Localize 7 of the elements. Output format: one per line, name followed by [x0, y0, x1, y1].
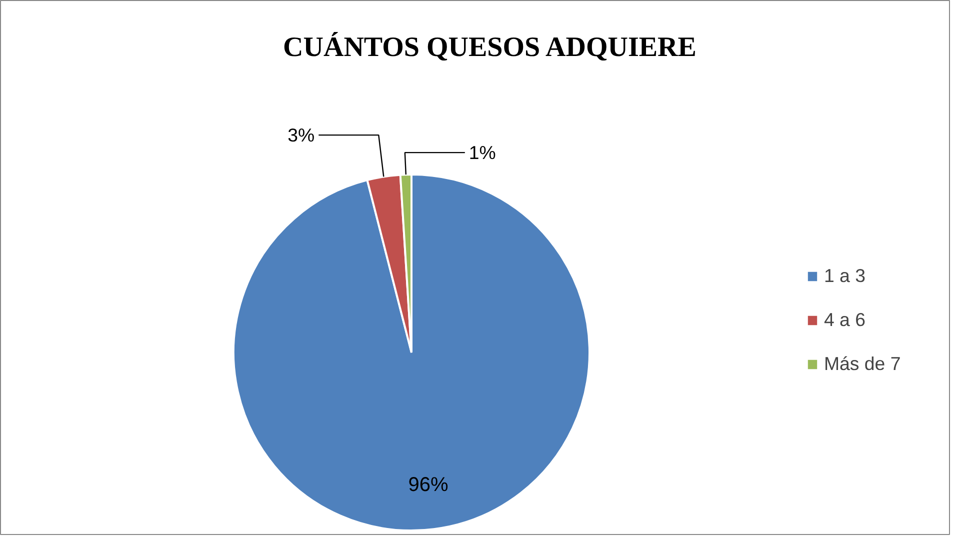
chart-title: CUÁNTOS QUESOS ADQUIERE — [283, 31, 696, 63]
legend-label: 1 a 3 — [824, 265, 866, 287]
legend-label: Más de 7 — [824, 353, 901, 375]
data-label: 96% — [408, 474, 448, 496]
legend-label: 4 a 6 — [824, 309, 866, 331]
data-label: 3% — [288, 124, 315, 146]
data-label: 1% — [468, 142, 496, 164]
